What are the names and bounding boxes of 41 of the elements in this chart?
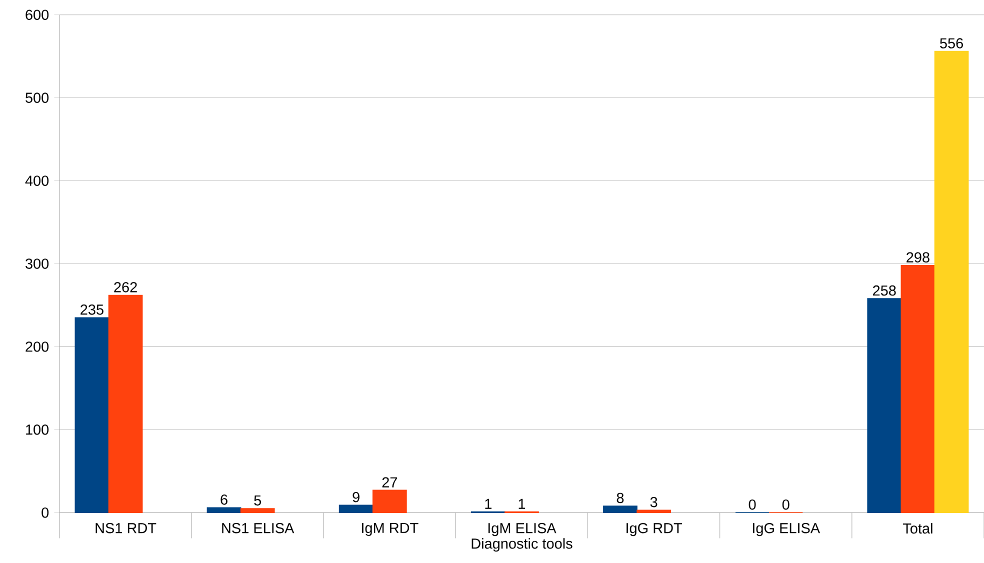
data-label: 1 [518,498,526,509]
bar [338,504,374,514]
data-label: 235 [80,304,104,315]
bar [108,294,143,514]
bar [240,508,275,514]
bar [934,50,969,514]
y-tick-label: 0 [42,508,49,518]
bar [372,490,407,514]
data-label: 5 [254,495,262,506]
data-label: 556 [940,38,963,48]
x-tick-label: NS1 ELISA [222,522,294,534]
bar [74,317,110,514]
y-tick-label: 500 [26,92,49,103]
x-tick-label: IgM ELISA [488,522,556,536]
y-tick-label: 300 [26,258,49,269]
y-tick-label: 100 [26,424,49,435]
data-label: 0 [748,499,756,510]
x-axis-title: Diagnostic tools [472,538,572,552]
x-tick-label: IgG RDT [626,522,682,536]
x-tick-label: NS1 RDT [96,522,156,534]
data-label: 258 [873,285,896,296]
y-tick-label: 600 [26,10,49,20]
bar [603,506,638,514]
data-label: 298 [906,252,930,262]
x-tick-label: IgM RDT [362,522,418,536]
bar [900,264,936,514]
data-label: 6 [220,494,228,505]
bar [636,510,671,514]
bar [206,507,242,514]
data-label: 1 [485,498,492,509]
data-label: 8 [616,492,624,504]
data-label: 3 [650,496,658,508]
data-label: 27 [382,477,398,488]
y-tick-label: 400 [25,176,49,186]
x-tick-label: IgG ELISA [753,522,820,536]
bar [867,298,902,514]
x-tick-label: Total [902,522,932,534]
data-label: 9 [352,492,360,502]
y-tick-label: 200 [26,342,49,352]
data-label: 0 [782,499,790,510]
data-label: 262 [114,282,137,292]
